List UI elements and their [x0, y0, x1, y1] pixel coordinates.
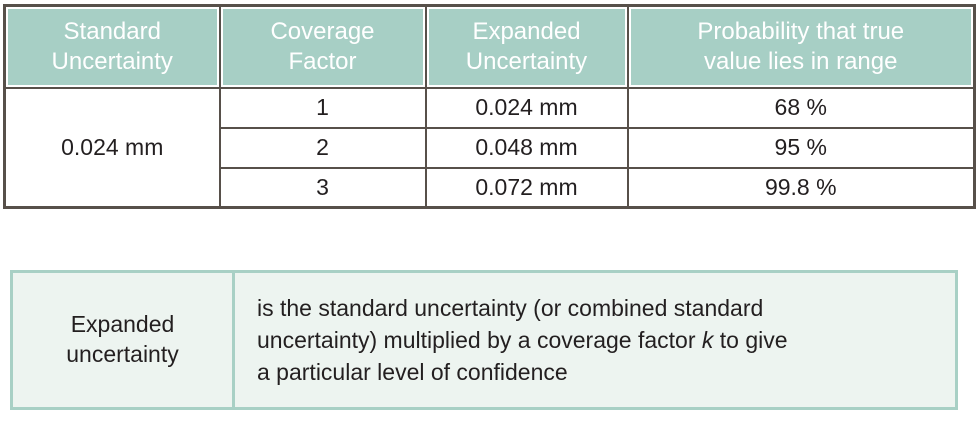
cell-expanded-uncertainty: 0.072 mm	[424, 166, 629, 209]
cell-probability: 95 %	[626, 126, 976, 169]
cell-probability: 99.8 %	[626, 166, 976, 209]
header-standard-uncertainty: Standard Uncertainty	[3, 4, 221, 89]
cell-coverage-factor: 1	[218, 86, 427, 129]
table-header-row: Standard Uncertainty Coverage Factor Exp…	[3, 4, 976, 89]
definition-text-pre: is the standard uncertainty (or combined…	[257, 295, 764, 353]
definition-box: Expanded uncertainty is the standard unc…	[10, 270, 958, 410]
table-row: 2 0.048 mm 95 %	[5, 126, 976, 169]
definition-text-post: to give a particular level of confidence	[257, 327, 788, 385]
definition-term: Expanded uncertainty	[13, 273, 235, 407]
cell-standard-uncertainty: 0.024 mm	[3, 86, 221, 209]
coverage-factor-k-symbol: k	[701, 327, 714, 353]
uncertainty-table: Standard Uncertainty Coverage Factor Exp…	[3, 4, 976, 209]
definition-text: is the standard uncertainty (or combined…	[257, 292, 788, 388]
table-row: 0.024 mm 1 0.024 mm 68 %	[3, 86, 976, 209]
cell-coverage-factor: 2	[218, 126, 427, 169]
header-coverage-factor: Coverage Factor	[218, 4, 427, 89]
cell-expanded-uncertainty: 0.048 mm	[424, 126, 629, 169]
definition-body: is the standard uncertainty (or combined…	[235, 273, 955, 407]
cell-expanded-uncertainty: 0.024 mm	[424, 86, 629, 129]
header-expanded-uncertainty: Expanded Uncertainty	[424, 4, 629, 89]
cell-coverage-factor: 3	[218, 166, 427, 209]
header-probability: Probability that true value lies in rang…	[626, 4, 976, 89]
cell-probability: 68 %	[626, 86, 976, 129]
table-row: 3 0.072 mm 99.8 %	[5, 166, 976, 209]
